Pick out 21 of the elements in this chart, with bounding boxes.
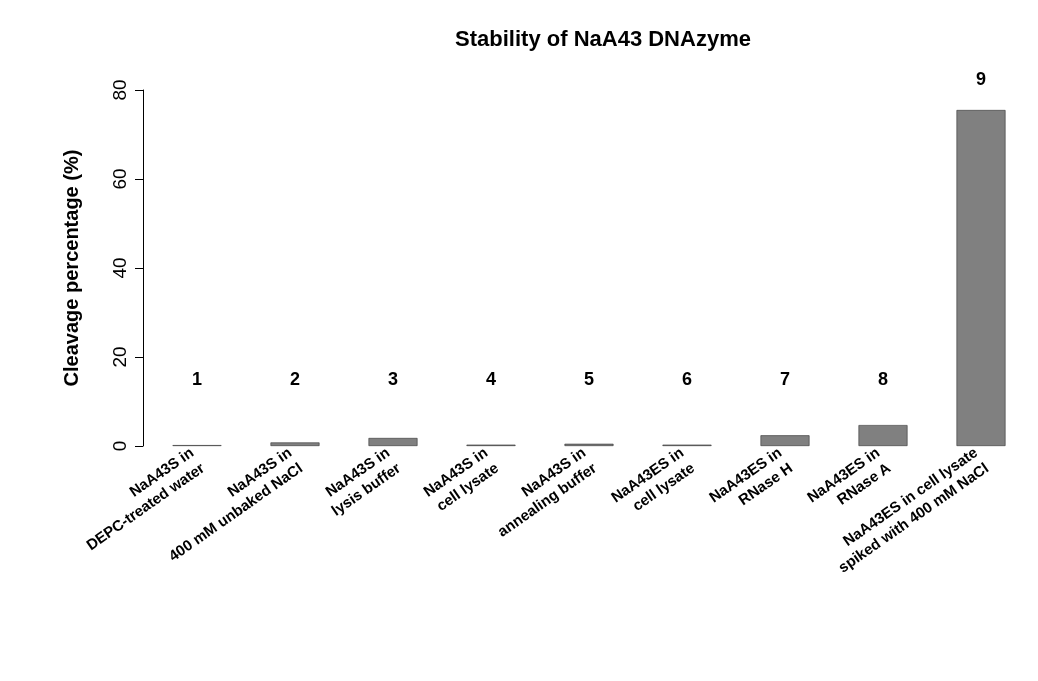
annotation: 3 — [387, 368, 399, 389]
y-tick-label: 20 — [109, 346, 130, 368]
y-axis-title: Cleavage percentage (%) — [60, 149, 82, 387]
bar — [956, 110, 1006, 446]
y-tick-label: 80 — [109, 79, 130, 101]
bar — [760, 435, 810, 446]
bar — [270, 442, 320, 446]
annotation: 1 — [191, 368, 203, 389]
annotation: 8 — [877, 368, 889, 389]
annotation: 6 — [681, 368, 693, 389]
annotation: 4 — [485, 368, 497, 389]
bar — [858, 425, 908, 446]
text: 9 — [975, 69, 987, 90]
bar — [368, 437, 418, 446]
y-tick-label: 60 — [109, 168, 130, 190]
annotation: 5 — [583, 368, 595, 389]
y-tick-label: 0 — [109, 440, 130, 452]
chart-title: Stability of NaA43 DNAzyme — [455, 25, 751, 51]
annotation: 7 — [779, 368, 791, 389]
annotation: 2 — [289, 368, 301, 389]
y-tick-label: 40 — [109, 257, 130, 279]
